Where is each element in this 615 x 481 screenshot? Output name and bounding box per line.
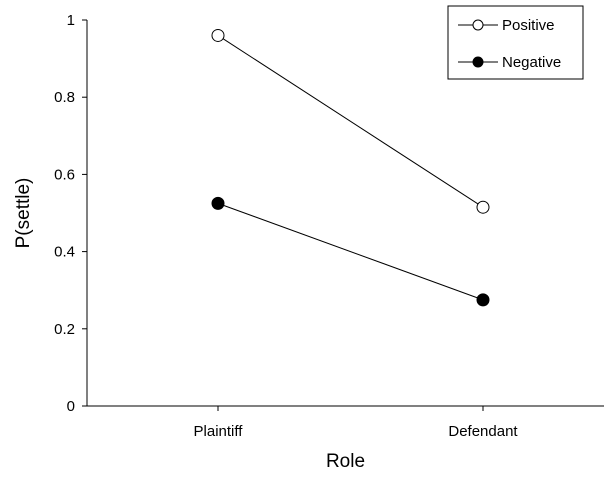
legend-box: [447, 5, 584, 80]
series-group: [211, 28, 490, 307]
legend: Positive Negative: [447, 5, 584, 80]
y-tick-label-3: 0.6: [54, 166, 75, 183]
y-ticks: 0 0.2 0.4 0.6 0.8 1: [54, 12, 87, 415]
y-tick-label-2: 0.4: [54, 244, 75, 261]
y-tick-label-4: 0.8: [54, 89, 75, 106]
point-positive-defendant: [476, 200, 490, 214]
series-line-positive: [217, 35, 484, 208]
legend-marker-negative: [472, 56, 484, 68]
legend-label-positive: Positive: [502, 17, 555, 34]
point-negative-plaintiff: [211, 196, 225, 210]
x-axis-title: Role: [326, 451, 365, 472]
y-tick-label-1: 0.2: [54, 321, 75, 338]
point-positive-plaintiff: [211, 28, 225, 42]
series-line-negative: [217, 202, 484, 301]
point-negative-defendant: [476, 293, 490, 307]
x-ticks: Plaintiff Defendant: [194, 406, 518, 440]
y-tick-label-5: 1: [67, 12, 75, 29]
x-tick-label-0: Plaintiff: [194, 423, 244, 440]
x-tick-label-1: Defendant: [448, 423, 518, 440]
axes: [86, 20, 604, 407]
y-axis-title: P(settle): [13, 178, 34, 249]
y-tick-label-0: 0: [67, 398, 75, 415]
legend-marker-positive: [472, 19, 484, 31]
legend-label-negative: Negative: [502, 54, 561, 71]
